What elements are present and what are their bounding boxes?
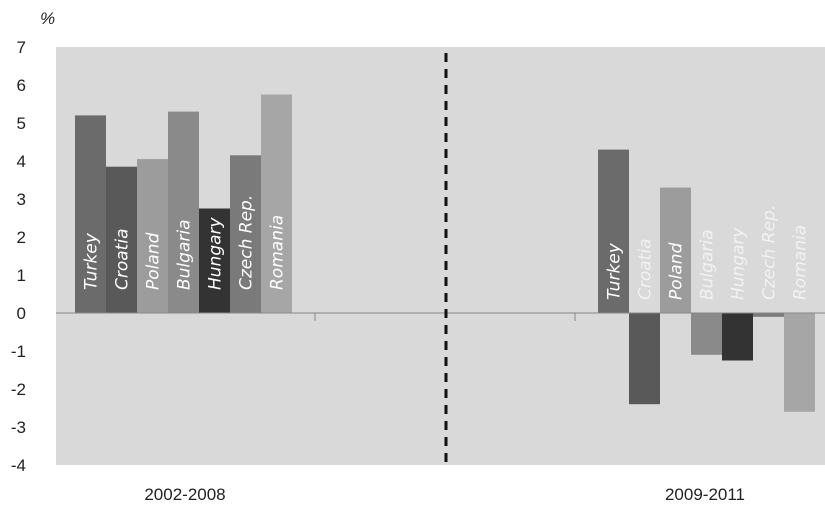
bar bbox=[261, 94, 292, 313]
y-tick-label: 6 bbox=[17, 76, 26, 95]
y-tick-label: 0 bbox=[17, 304, 26, 323]
category-labels: 2002-2008 2009-2011 bbox=[144, 485, 745, 504]
y-axis: 7 6 5 4 3 2 1 0 -1 -2 -3 -4 bbox=[11, 38, 26, 475]
y-tick-label: -1 bbox=[11, 342, 26, 361]
category-label: 2002-2008 bbox=[144, 485, 225, 504]
bar-label: Bulgaria bbox=[698, 230, 718, 301]
unit-label: % bbox=[40, 9, 55, 28]
bar bbox=[753, 313, 784, 317]
bar-label: Croatia bbox=[113, 229, 133, 290]
bar-label: Hungary bbox=[729, 226, 749, 300]
bar-label: Czech Rep. bbox=[760, 205, 780, 300]
bar bbox=[722, 313, 753, 361]
y-tick-label: 2 bbox=[17, 228, 26, 247]
bar bbox=[784, 313, 815, 412]
y-tick-label: -4 bbox=[11, 456, 26, 475]
bar-label: Czech Rep. bbox=[237, 195, 257, 290]
bar bbox=[660, 187, 691, 313]
bar-label: Croatia bbox=[636, 239, 656, 300]
y-tick-label: -3 bbox=[11, 418, 26, 437]
bar-label: Turkey bbox=[605, 242, 625, 300]
bar-label: Turkey bbox=[82, 232, 102, 290]
bar-label: Poland bbox=[667, 242, 687, 300]
bar bbox=[137, 159, 168, 313]
bar bbox=[75, 115, 106, 314]
y-tick-label: 7 bbox=[17, 38, 26, 57]
bar bbox=[230, 155, 261, 313]
bar-labels: Turkey Turkey Croatia Croatia Poland Poland Bu… bbox=[82, 195, 811, 300]
y-tick-label: 4 bbox=[17, 152, 26, 171]
bar-label: Bulgaria bbox=[175, 220, 195, 291]
bar bbox=[691, 313, 722, 355]
bar bbox=[199, 208, 230, 313]
bar-label: Romania bbox=[268, 215, 288, 290]
bar-label: Hungary bbox=[206, 216, 226, 290]
bar bbox=[168, 111, 199, 313]
bars bbox=[75, 94, 815, 412]
y-tick-label: 3 bbox=[17, 190, 26, 209]
category-label: 2009-2011 bbox=[665, 485, 745, 504]
bar bbox=[629, 313, 660, 405]
bar bbox=[106, 166, 137, 313]
bar-label: Poland bbox=[144, 232, 164, 290]
bar bbox=[598, 149, 629, 313]
y-tick-label: 1 bbox=[17, 266, 26, 285]
bar-label: Romania bbox=[791, 225, 811, 300]
y-tick-label: -2 bbox=[11, 380, 26, 399]
y-tick-label: 5 bbox=[17, 114, 26, 133]
